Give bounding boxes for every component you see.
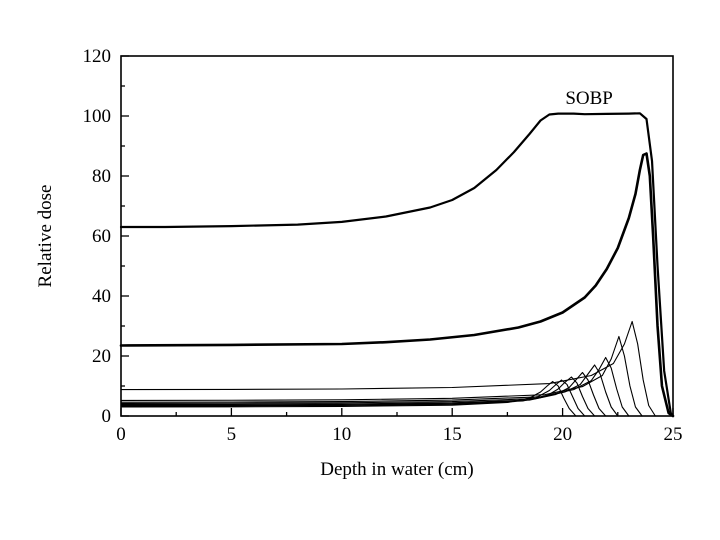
plot-border: [120, 55, 674, 417]
y-tick-label: 60: [92, 226, 111, 247]
x-tick-label: 20: [553, 424, 572, 445]
weighted-curve: [120, 320, 656, 417]
x-tick-label: 10: [332, 424, 351, 445]
y-tick-label: 100: [83, 106, 112, 127]
weighted-curve: [120, 356, 630, 417]
y-tick-label: 80: [92, 166, 111, 187]
x-tick-label: 25: [664, 424, 683, 445]
weighted-curve: [120, 364, 619, 417]
y-axis-title: Relative dose: [35, 185, 56, 288]
y-tick-label: 0: [102, 406, 112, 427]
x-tick-label: 5: [227, 424, 237, 445]
x-tick-label: 0: [116, 424, 126, 445]
weighted-curve: [120, 380, 577, 417]
weighted-curve: [120, 371, 607, 417]
dose-curves: [119, 112, 675, 418]
weighted-curve: [120, 379, 586, 417]
weighted-curve: [120, 335, 643, 417]
y-axis: 0 20 40 60 80 100 120: [83, 46, 129, 427]
plot-frame: [120, 55, 674, 417]
x-axis-title: Depth in water (cm): [320, 459, 474, 480]
sobp-annotation: SOBP: [565, 88, 613, 109]
sobp-curve: [119, 112, 675, 418]
y-tick-label: 40: [92, 286, 111, 307]
weighted-curve: [120, 376, 596, 417]
y-tick-label: 120: [83, 46, 112, 67]
pristine-curve: [119, 152, 675, 418]
y-tick-label: 20: [92, 346, 111, 367]
x-axis: 0 5 10 15 20 25: [116, 408, 683, 445]
x-tick-label: 15: [443, 424, 462, 445]
